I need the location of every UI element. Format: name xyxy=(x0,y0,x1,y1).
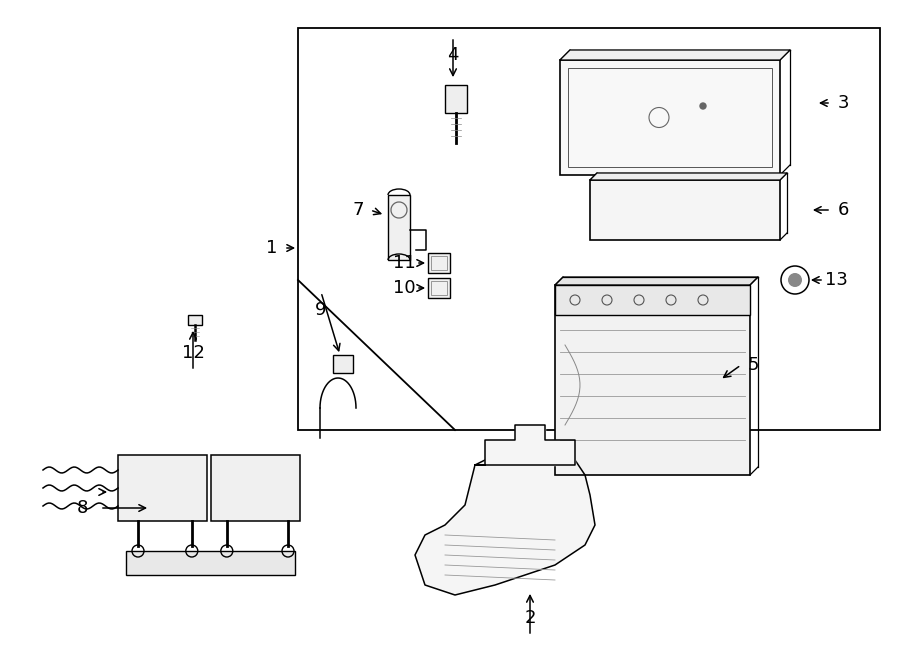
Text: 12: 12 xyxy=(182,344,204,362)
Circle shape xyxy=(700,103,706,109)
Text: 2: 2 xyxy=(524,609,536,627)
Polygon shape xyxy=(415,455,595,595)
Bar xyxy=(560,60,780,175)
Bar xyxy=(428,253,450,273)
Polygon shape xyxy=(555,277,758,285)
Text: 13: 13 xyxy=(824,271,848,289)
Polygon shape xyxy=(475,425,575,465)
Bar xyxy=(188,315,202,325)
Bar xyxy=(445,85,467,113)
Bar xyxy=(555,285,750,475)
Bar xyxy=(590,180,780,240)
Text: 11: 11 xyxy=(392,254,416,272)
Bar xyxy=(211,455,300,521)
Bar xyxy=(333,355,353,373)
Bar xyxy=(126,551,295,575)
Bar xyxy=(555,285,750,315)
Bar xyxy=(388,195,410,260)
Polygon shape xyxy=(560,50,790,60)
Text: 1: 1 xyxy=(266,239,278,257)
Text: 6: 6 xyxy=(837,201,849,219)
Bar xyxy=(568,68,772,167)
Bar xyxy=(428,278,450,298)
Bar xyxy=(298,28,880,430)
Polygon shape xyxy=(590,173,787,180)
Text: 8: 8 xyxy=(76,499,87,517)
Text: 5: 5 xyxy=(747,356,759,374)
Text: 4: 4 xyxy=(447,46,459,64)
Text: 10: 10 xyxy=(392,279,415,297)
Circle shape xyxy=(788,274,801,286)
Text: 3: 3 xyxy=(837,94,849,112)
Bar xyxy=(431,281,447,295)
Bar xyxy=(118,455,207,521)
Bar xyxy=(431,256,447,270)
Text: 9: 9 xyxy=(315,301,327,319)
Text: 7: 7 xyxy=(352,201,364,219)
